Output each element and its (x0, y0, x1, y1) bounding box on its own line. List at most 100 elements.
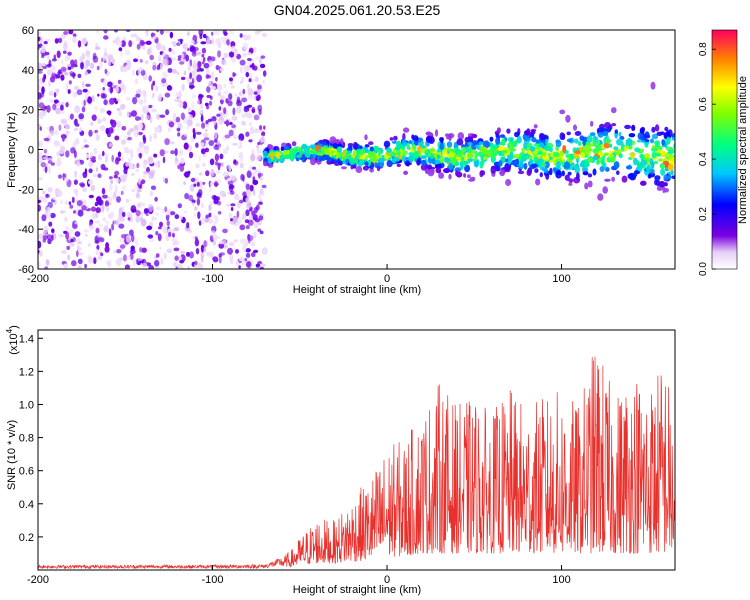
spectrogram-noise-mark (202, 56, 206, 63)
y-tick-label: 60 (22, 25, 34, 37)
spectrogram-noise-mark (213, 144, 220, 151)
spectrogram-noise-mark (232, 177, 238, 183)
spectrogram-signal-mark (471, 140, 478, 145)
colorbar-label: Normalized spectral amplitude (737, 76, 749, 224)
spectrogram-signal-mark (298, 149, 304, 155)
spectrogram-noise-mark (247, 235, 254, 242)
spectrogram-noise-mark (177, 203, 182, 209)
spectrogram-signal-mark (566, 131, 571, 136)
spectrogram-noise-mark (223, 107, 227, 115)
spectrogram-noise-mark (95, 207, 101, 214)
spectrogram-noise-mark (47, 187, 53, 193)
spectrogram-noise-mark (229, 77, 233, 82)
spectrogram-noise-mark (149, 134, 153, 142)
snr-x-ticks: -200 -100 0 100 (27, 565, 571, 586)
spectrogram-noise-mark (42, 156, 49, 160)
spectrogram-signal-mark (644, 139, 650, 143)
spectrogram-noise-mark (253, 114, 260, 121)
spectrogram-signal-mark (466, 146, 472, 153)
spectrogram-noise-mark (108, 183, 113, 191)
spectrogram-noise-mark (97, 93, 100, 97)
spectrogram-noise-mark (107, 54, 114, 61)
spectrogram-signal-mark (391, 140, 397, 144)
spectrogram-noise-mark (227, 247, 233, 255)
spectrogram-signal-mark (535, 178, 541, 186)
spectrogram-noise-mark (199, 181, 203, 187)
spectrogram-noise-mark (233, 239, 239, 243)
spectrogram-noise-mark (101, 204, 105, 213)
spectrogram-noise-mark (84, 168, 88, 175)
spectrogram-noise-mark (145, 114, 150, 120)
spectrogram-noise-mark (141, 247, 147, 253)
colorbar: 0.0 0.2 0.4 0.6 0.8 Normalized spectral ampl… (698, 29, 749, 276)
y-tick-label: 0.8 (19, 433, 34, 445)
spectrogram-noise-mark (247, 219, 254, 226)
spectrogram-signal-mark (368, 141, 374, 146)
spectrogram-noise-mark (187, 119, 193, 127)
spectrogram-noise-mark (195, 264, 200, 269)
spectrogram-noise-mark (118, 223, 125, 229)
spectrogram-signal-mark (355, 165, 363, 174)
spectrogram-noise-mark (159, 62, 164, 70)
spectrogram-noise-mark (168, 231, 172, 238)
spectrogram-signal-mark (526, 169, 532, 177)
spectrogram-noise-mark (56, 88, 59, 94)
spectrogram-noise-mark (164, 92, 171, 98)
snr-series-line (38, 356, 675, 570)
spectrogram-noise-mark (191, 94, 196, 99)
spectrogram-noise-mark (249, 165, 252, 172)
spectrogram-signal-mark (507, 158, 512, 165)
spectrogram-signal-mark (521, 147, 526, 153)
spectrogram-noise-mark (148, 204, 154, 213)
spectrogram-signal-mark (667, 171, 673, 175)
spectrogram-noise-mark (58, 174, 62, 179)
y-tick-label: 40 (22, 65, 34, 77)
spectrogram-noise-mark (248, 78, 252, 83)
spectrogram-noise-mark (60, 145, 66, 152)
x-tick-label: 0 (384, 273, 390, 285)
spectrogram-noise-mark (114, 184, 118, 193)
spectrogram-noise-mark (191, 101, 195, 108)
snr-x-label: Height of straight line (km) (293, 584, 421, 596)
spectrogram-noise-mark (100, 92, 106, 99)
spectrogram-noise-mark (135, 215, 141, 223)
spectrogram-noise-mark (48, 80, 51, 88)
colorbar-tick-label: 0.8 (698, 42, 709, 56)
spectrogram-noise-mark (196, 131, 202, 135)
spectrogram-noise-mark (155, 253, 160, 258)
spectrogram-noise-mark (260, 55, 266, 59)
spectrogram-noise-mark (39, 126, 42, 131)
spectrogram-noise-mark (216, 113, 221, 118)
spectrogram-signal-mark (280, 146, 284, 151)
snr-y-label: SNR (10 * v/v) (6, 420, 18, 490)
spectrogram-noise-mark (38, 151, 43, 159)
spectrogram-noise-mark (214, 153, 220, 162)
spectrogram-noise-mark (258, 215, 264, 221)
spectrogram-noise-mark (189, 251, 194, 259)
spectrogram-noise-mark (180, 250, 186, 254)
spectrogram-noise-mark (259, 266, 264, 269)
spectrogram-noise-mark (260, 135, 265, 143)
spectrogram-noise-mark (129, 164, 134, 168)
spectrogram-noise-mark (205, 214, 209, 219)
snr-multiplier-end: ) (8, 325, 20, 329)
spectrogram-signal-mark (526, 128, 531, 136)
spectrogram-signal-mark (650, 161, 655, 169)
spectrogram-signal-mark (587, 180, 593, 188)
x-tick-label: -200 (27, 574, 49, 586)
spectrogram-signal-mark (658, 181, 666, 188)
spectrogram-signal-mark (303, 146, 310, 153)
spectrogram-signal-mark (403, 170, 408, 175)
spectrogram-noise-mark (200, 102, 204, 110)
spectrogram-noise-mark (150, 185, 157, 191)
spectrogram-noise-mark (190, 177, 196, 183)
spectrogram-noise-mark (255, 263, 260, 268)
spectrogram-signal-mark (442, 149, 448, 157)
x-tick-label: 100 (552, 273, 570, 285)
spectrogram-noise-mark (137, 55, 140, 63)
spectrogram-signal-mark (332, 143, 339, 149)
spectrogram-noise-mark (131, 188, 136, 193)
spectrogram-noise-mark (238, 92, 242, 96)
spectrogram-signal-mark (439, 142, 444, 151)
spectrogram-signal-mark (597, 193, 604, 201)
